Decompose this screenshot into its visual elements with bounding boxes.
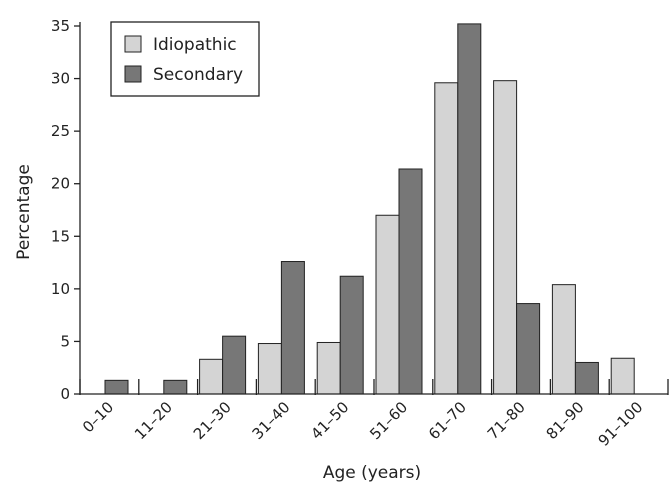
bar-secondary-0 — [104, 379, 129, 395]
legend-swatch-idiopathic — [124, 35, 142, 53]
legend-swatch-secondary — [124, 65, 142, 83]
bar-secondary-8 — [574, 361, 599, 395]
bar-secondary-1 — [163, 379, 188, 395]
y-tick-label: 25 — [51, 122, 70, 140]
bar-secondary-2 — [222, 335, 247, 395]
x-tick-label: 0–10 — [79, 398, 117, 436]
bar-idiopathic-7 — [493, 80, 518, 395]
bar-idiopathic-6 — [434, 82, 459, 395]
bar-secondary-5 — [398, 168, 423, 395]
legend-box — [110, 21, 260, 97]
bar-idiopathic-5 — [375, 214, 400, 395]
x-tick-label: 11–20 — [131, 398, 176, 443]
bar-idiopathic-3 — [257, 343, 282, 395]
y-tick-label: 15 — [51, 227, 70, 245]
x-axis-label: Age (years) — [323, 463, 421, 483]
legend-label-idiopathic: Idiopathic — [153, 35, 237, 55]
y-axis-label: Percentage — [14, 164, 34, 260]
bar-idiopathic-9 — [610, 357, 635, 395]
y-tick-label: 30 — [51, 70, 70, 88]
y-tick-label: 20 — [51, 175, 70, 193]
x-tick-label: 91–100 — [595, 398, 647, 450]
x-tick-label: 51–60 — [366, 398, 411, 443]
y-ticks: 0 5 10 15 20 25 30 35 — [51, 17, 80, 403]
x-tick-label: 31–40 — [249, 398, 294, 443]
y-tick-label: 35 — [51, 17, 70, 35]
bar-secondary-3 — [280, 261, 305, 395]
x-tick-label: 61–70 — [425, 398, 470, 443]
bar-secondary-6 — [457, 23, 482, 395]
bar-idiopathic-2 — [199, 358, 224, 395]
legend: Idiopathic Secondary — [110, 21, 260, 97]
bar-idiopathic-4 — [316, 341, 341, 395]
bar-secondary-7 — [516, 303, 541, 395]
legend-label-secondary: Secondary — [153, 65, 243, 85]
x-tick-label: 41–50 — [307, 398, 352, 443]
y-tick-label: 10 — [51, 280, 70, 298]
y-tick-label: 5 — [60, 332, 70, 350]
x-tick-label: 21–30 — [190, 398, 235, 443]
bar-secondary-4 — [339, 275, 364, 395]
x-tick-label: 71–80 — [484, 398, 529, 443]
y-tick-label: 0 — [60, 385, 70, 403]
bar-idiopathic-8 — [551, 284, 576, 395]
x-tick-label: 81–90 — [543, 398, 588, 443]
